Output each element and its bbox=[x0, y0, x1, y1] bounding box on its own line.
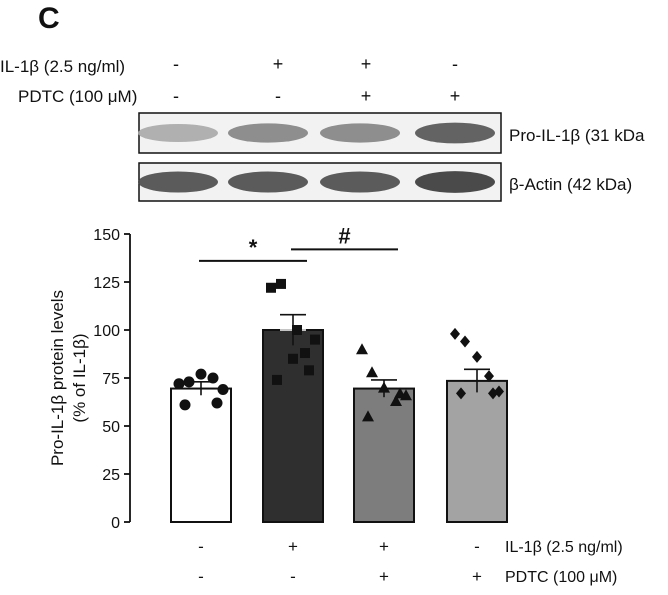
data-point-triangle bbox=[394, 387, 406, 399]
y-tick-label: 50 bbox=[102, 419, 120, 436]
bar bbox=[170, 387, 232, 523]
blot-sign: + bbox=[361, 86, 372, 106]
x-condition-sign: - bbox=[198, 537, 204, 556]
y-tick-label: 150 bbox=[93, 227, 120, 244]
blot-band bbox=[228, 123, 308, 143]
x-condition-label: PDTC (100 μM) bbox=[505, 569, 617, 586]
data-point-square bbox=[288, 353, 298, 364]
blot-band-label-prolil1b: Pro-IL-1β (31 kDa bbox=[509, 126, 645, 145]
significance-label: # bbox=[338, 223, 350, 248]
data-point-circle bbox=[207, 372, 219, 384]
data-point-circle bbox=[173, 378, 185, 390]
bar bbox=[446, 379, 508, 523]
y-tick-label: 25 bbox=[102, 467, 120, 484]
blot-band bbox=[228, 171, 308, 193]
y-axis: 0 25 50 75 100 125 150 bbox=[93, 227, 131, 532]
data-point-circle bbox=[211, 397, 223, 409]
data-point-square bbox=[276, 278, 286, 289]
data-points bbox=[173, 278, 504, 422]
x-condition-label: IL-1β (2.5 ng/ml) bbox=[505, 539, 623, 556]
data-point-circle bbox=[195, 368, 207, 380]
bar bbox=[353, 387, 415, 523]
blot-band bbox=[415, 171, 495, 193]
blot-band bbox=[320, 123, 400, 143]
error-bars bbox=[188, 313, 490, 398]
blot-sign: + bbox=[361, 54, 372, 74]
data-point-circle bbox=[183, 376, 195, 388]
data-point-diamond bbox=[472, 350, 482, 363]
bars bbox=[170, 329, 508, 523]
data-point-diamond bbox=[456, 387, 466, 400]
data-point-square bbox=[266, 282, 276, 293]
x-condition-rows: - + + - IL-1β (2.5 ng/ml) - - + + PDTC (100 μM) bbox=[198, 537, 623, 586]
y-axis-label-line: (% of IL-1β) bbox=[70, 333, 89, 422]
x-condition-sign: - bbox=[290, 567, 296, 586]
x-condition-sign: + bbox=[472, 567, 482, 586]
blot-sign: + bbox=[450, 86, 461, 106]
blot-band-label-actin: β-Actin (42 kDa) bbox=[509, 175, 632, 194]
data-point-triangle bbox=[362, 410, 374, 422]
data-point-square bbox=[272, 374, 282, 385]
blot-conditions: IL-1β (2.5 ng/ml) PDTC (100 μM) - + + - - - + + bbox=[0, 54, 460, 106]
blot-sign: - bbox=[173, 54, 179, 74]
blot-band bbox=[138, 171, 218, 193]
data-point-circle bbox=[217, 384, 229, 396]
western-blot bbox=[138, 112, 502, 202]
y-tick-label: 100 bbox=[93, 323, 120, 340]
x-condition-sign: + bbox=[379, 567, 389, 586]
data-point-triangle bbox=[356, 343, 368, 355]
blot-band bbox=[415, 122, 495, 144]
y-axis-label-line: Pro-IL-1β protein levels bbox=[48, 290, 67, 466]
data-point-circle bbox=[179, 399, 191, 411]
panel-label: C bbox=[38, 2, 60, 35]
x-condition-sign: - bbox=[198, 567, 204, 586]
x-condition-sign: + bbox=[379, 537, 389, 556]
data-point-square bbox=[310, 334, 320, 345]
blot-sign: + bbox=[273, 54, 284, 74]
y-tick-label: 125 bbox=[93, 275, 120, 292]
data-point-triangle bbox=[378, 381, 390, 393]
data-point-square bbox=[300, 348, 310, 359]
data-point-diamond bbox=[450, 327, 460, 340]
y-axis-label: Pro-IL-1β protein levels (% of IL-1β) bbox=[48, 290, 89, 466]
y-tick-label: 0 bbox=[111, 515, 120, 532]
data-point-square bbox=[304, 365, 314, 376]
significance-markers: * # bbox=[199, 223, 398, 262]
data-point-diamond bbox=[460, 335, 470, 348]
x-condition-sign: - bbox=[474, 537, 480, 556]
significance-label: * bbox=[249, 235, 258, 260]
blot-band bbox=[138, 123, 218, 143]
data-point-square bbox=[292, 325, 302, 335]
data-point-diamond bbox=[484, 370, 494, 383]
blot-signs: - + + - - - + + bbox=[173, 54, 460, 106]
data-point-diamond bbox=[488, 387, 498, 400]
data-point-triangle bbox=[366, 366, 378, 378]
blot-row-label-il1b: IL-1β (2.5 ng/ml) bbox=[0, 57, 125, 76]
y-tick-label: 75 bbox=[102, 371, 120, 388]
x-condition-sign: + bbox=[288, 537, 298, 556]
blot-row-label-pdtc: PDTC (100 μM) bbox=[18, 87, 137, 106]
blot-band bbox=[320, 171, 400, 193]
blot-sign: - bbox=[275, 86, 281, 106]
blot-sign: - bbox=[173, 86, 179, 106]
data-point-triangle bbox=[390, 395, 402, 407]
blot-sign: - bbox=[452, 54, 458, 74]
